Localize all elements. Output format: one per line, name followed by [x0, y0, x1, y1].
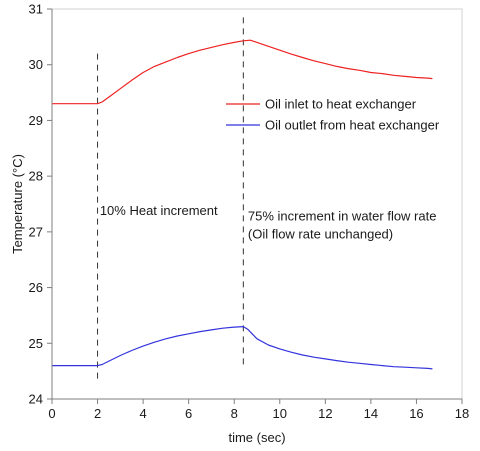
x-tick-label: 6 — [185, 406, 192, 421]
y-tick-label: 27 — [29, 224, 43, 239]
y-tick-label: 24 — [29, 392, 43, 407]
annotation-line: 10% Heat increment — [100, 203, 218, 218]
series-line-oil-outlet — [52, 326, 433, 370]
annotations: 10% Heat increment 75% increment in water… — [100, 203, 437, 242]
series-line-oil-inlet — [52, 39, 433, 105]
series-lines — [52, 39, 433, 370]
y-tick-label: 25 — [29, 336, 43, 351]
y-tick-label: 31 — [29, 2, 43, 17]
y-tick-label: 29 — [29, 113, 43, 128]
annotation-line: (Oil flow rate unchanged) — [248, 227, 393, 242]
legend: Oil inlet to heat exchanger Oil outlet fr… — [226, 97, 440, 133]
legend-label: Oil outlet from heat exchanger — [265, 118, 440, 133]
annotation-line: 75% increment in water flow rate — [248, 209, 437, 224]
x-tick-label: 10 — [273, 406, 287, 421]
x-axis: 0 2 4 6 8 10 12 14 16 18 — [48, 398, 469, 421]
x-tick-label: 18 — [455, 406, 469, 421]
y-tick-label: 26 — [29, 280, 43, 295]
annotation-text: 10% Heat increment — [100, 203, 218, 218]
x-tick-label: 2 — [94, 406, 101, 421]
x-tick-label: 12 — [318, 406, 332, 421]
x-tick-label: 0 — [48, 406, 55, 421]
x-tick-label: 16 — [409, 406, 423, 421]
y-tick-label: 28 — [29, 169, 43, 184]
legend-label: Oil inlet to heat exchanger — [265, 97, 417, 112]
annotation-text: 75% increment in water flow rate (Oil flo… — [248, 209, 437, 242]
x-tick-label: 8 — [231, 406, 238, 421]
y-axis: 24 25 26 27 28 29 30 31 — [29, 2, 53, 407]
y-axis-title: Temperature (°C) — [10, 154, 25, 254]
event-lines — [97, 17, 244, 383]
x-tick-label: 14 — [364, 406, 378, 421]
x-tick-label: 4 — [139, 406, 146, 421]
x-axis-title: time (sec) — [228, 430, 285, 445]
y-tick-label: 30 — [29, 57, 43, 72]
